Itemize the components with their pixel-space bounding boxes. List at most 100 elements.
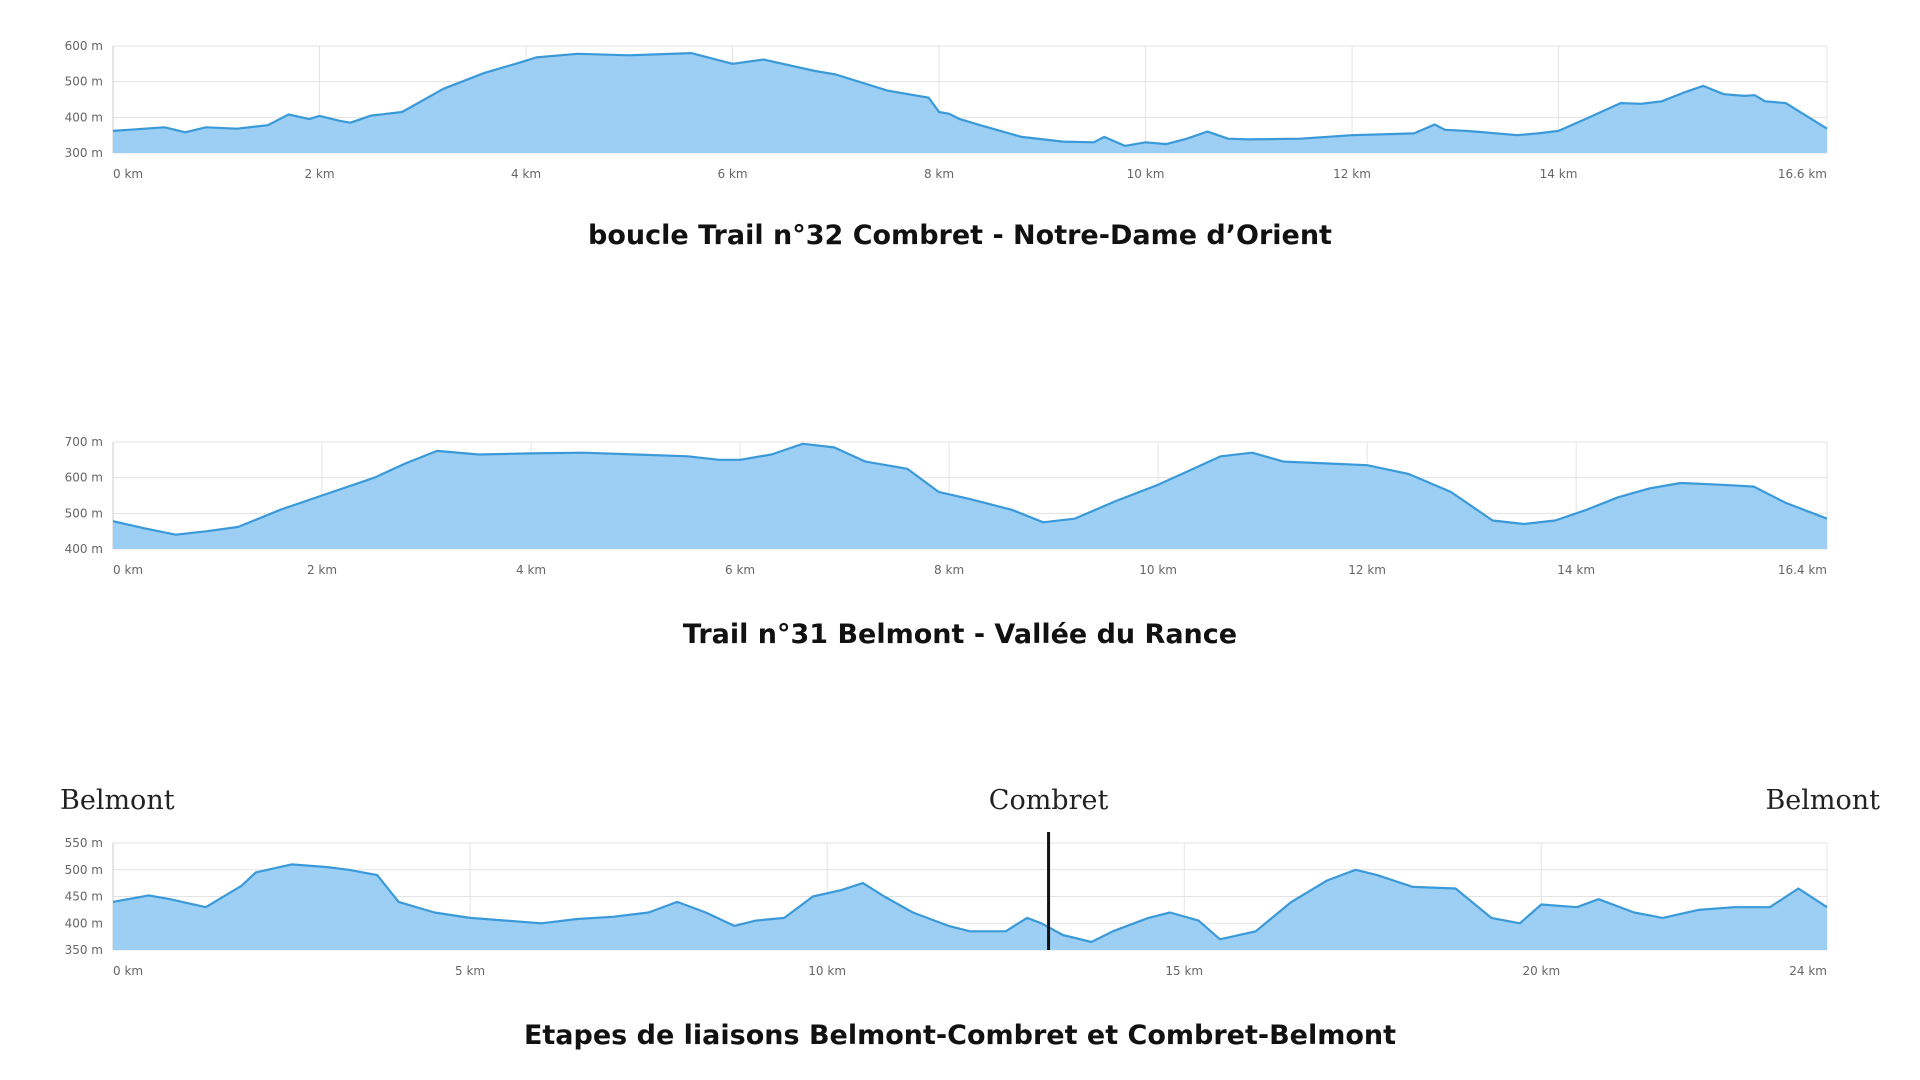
elevation-point bbox=[576, 917, 579, 920]
x-tick-label: 12 km bbox=[1348, 563, 1386, 577]
elevation-point bbox=[1597, 898, 1600, 901]
elevation-point bbox=[1197, 919, 1200, 922]
elevation-point bbox=[237, 525, 240, 528]
elevation-point bbox=[1326, 879, 1329, 882]
elevation-point bbox=[1290, 900, 1293, 903]
chart-title: Etapes de liaisons Belmont-Combret et Co… bbox=[524, 1020, 1396, 1051]
elevation-point bbox=[1354, 868, 1357, 871]
elevation-point bbox=[401, 110, 404, 113]
elevation-point bbox=[1042, 521, 1045, 524]
elevation-point bbox=[266, 124, 269, 127]
elevation-point bbox=[1111, 930, 1114, 933]
elevation-point bbox=[1144, 141, 1147, 144]
elevation-point bbox=[1768, 906, 1771, 909]
elevation-point bbox=[1227, 137, 1230, 140]
elevation-point bbox=[783, 916, 786, 919]
elevation-point bbox=[937, 490, 940, 493]
elevation-point bbox=[1185, 137, 1188, 140]
x-tick-label: 8 km bbox=[934, 563, 964, 577]
x-tick-label: 20 km bbox=[1522, 964, 1560, 978]
elevation-point bbox=[1004, 930, 1007, 933]
elevation-point bbox=[1733, 906, 1736, 909]
elevation-point bbox=[1536, 132, 1539, 135]
elevation-point bbox=[1619, 102, 1622, 105]
elevation-point bbox=[1661, 916, 1664, 919]
elevation-point bbox=[739, 458, 742, 461]
elevation-point bbox=[690, 52, 693, 55]
elevation-point bbox=[938, 110, 941, 113]
elevation-point bbox=[958, 118, 961, 121]
elevation-point bbox=[1764, 100, 1767, 103]
elevation-point bbox=[184, 131, 187, 134]
elevation-point bbox=[1681, 92, 1684, 95]
y-tick-label: 500 m bbox=[65, 75, 103, 89]
x-tick-label: 2 km bbox=[304, 167, 334, 181]
elevation-point bbox=[1412, 132, 1415, 135]
elevation-point bbox=[1697, 908, 1700, 911]
elevation-point bbox=[504, 919, 507, 922]
elevation-point bbox=[1219, 455, 1222, 458]
elevation-point bbox=[1722, 93, 1725, 96]
elevation-point bbox=[611, 915, 614, 918]
x-tick-label: 0 km bbox=[113, 964, 143, 978]
elevation-point bbox=[147, 894, 150, 897]
x-tick-label: 2 km bbox=[307, 563, 337, 577]
elevation-point bbox=[1040, 922, 1043, 925]
elevation-point bbox=[254, 871, 257, 874]
elevation-point bbox=[1449, 490, 1452, 493]
elevation-point bbox=[433, 911, 436, 914]
elevation-point bbox=[326, 866, 329, 869]
elevation-point bbox=[469, 916, 472, 919]
elevation-point bbox=[1090, 940, 1093, 943]
elevation-point bbox=[1491, 519, 1494, 522]
elevation-point bbox=[801, 442, 804, 445]
elevation-point bbox=[1752, 485, 1755, 488]
elevation-point bbox=[1123, 144, 1126, 147]
elevation-point bbox=[1020, 135, 1023, 138]
elevation-point bbox=[1218, 938, 1221, 941]
elevation-point bbox=[1376, 874, 1379, 877]
elevation-point bbox=[770, 453, 773, 456]
elevation-point bbox=[886, 89, 889, 92]
elevation-point bbox=[979, 124, 982, 127]
elevation-point bbox=[754, 919, 757, 922]
x-tick-label: 24 km bbox=[1789, 964, 1827, 978]
elevation-point bbox=[112, 520, 115, 523]
elevation-point bbox=[1557, 129, 1560, 132]
elevation-point bbox=[864, 460, 867, 463]
chart-title: Trail n°31 Belmont - Vallée du Rance bbox=[683, 619, 1237, 650]
elevation-point bbox=[1411, 885, 1414, 888]
elevation-point bbox=[1585, 508, 1588, 511]
x-tick-label: 0 km bbox=[113, 563, 143, 577]
elevation-point bbox=[731, 62, 734, 65]
elevation-point bbox=[1516, 134, 1519, 137]
elevation-point bbox=[947, 924, 950, 927]
x-tick-label: 16.6 km bbox=[1778, 167, 1827, 181]
y-tick-label: 500 m bbox=[65, 506, 103, 520]
elevation-point bbox=[1554, 519, 1557, 522]
elevation-point bbox=[1576, 906, 1579, 909]
y-tick-label: 400 m bbox=[65, 542, 103, 556]
elevation-point bbox=[442, 87, 445, 90]
elevation-point bbox=[1366, 464, 1369, 467]
y-tick-label: 550 m bbox=[65, 836, 103, 850]
elevation-point bbox=[163, 126, 166, 129]
elevation-point bbox=[397, 900, 400, 903]
elevation-point bbox=[112, 129, 115, 132]
elevation-point bbox=[308, 118, 311, 121]
elevation-point bbox=[1474, 130, 1477, 133]
x-tick-label: 4 km bbox=[516, 563, 546, 577]
end-place-label: Belmont bbox=[1765, 785, 1880, 816]
x-tick-label: 10 km bbox=[1127, 167, 1165, 181]
elevation-point bbox=[1254, 930, 1257, 933]
elevation-point bbox=[1464, 129, 1467, 132]
elevation-point bbox=[1797, 887, 1800, 890]
elevation-point bbox=[1251, 451, 1254, 454]
elevation-point bbox=[1168, 911, 1171, 914]
elevation-point bbox=[1826, 517, 1829, 520]
elevation-point bbox=[1282, 460, 1285, 463]
elevation-point bbox=[1157, 483, 1160, 486]
elevation-point bbox=[1092, 141, 1095, 144]
elevation-point bbox=[1679, 482, 1682, 485]
elevation-point bbox=[1073, 517, 1076, 520]
